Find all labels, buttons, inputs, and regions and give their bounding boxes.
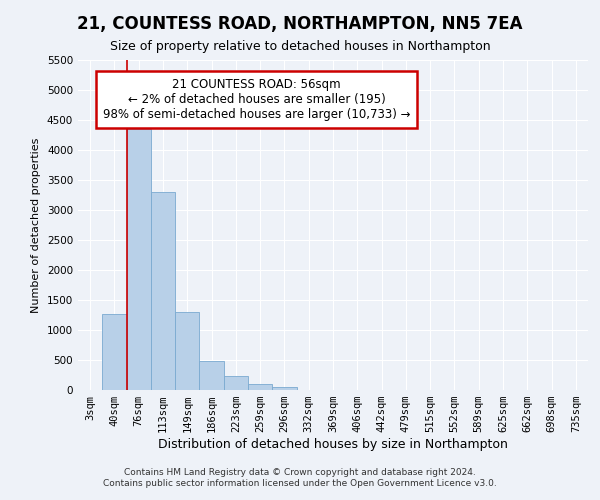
Text: 21 COUNTESS ROAD: 56sqm
← 2% of detached houses are smaller (195)
98% of semi-de: 21 COUNTESS ROAD: 56sqm ← 2% of detached…: [103, 78, 410, 121]
Bar: [151, 192, 175, 390]
Bar: [175, 312, 199, 390]
Bar: [272, 387, 296, 390]
Bar: [199, 361, 224, 390]
Text: Contains HM Land Registry data © Crown copyright and database right 2024.
Contai: Contains HM Land Registry data © Crown c…: [103, 468, 497, 487]
Bar: [127, 129, 151, 390]
Bar: [248, 384, 272, 390]
X-axis label: Distribution of detached houses by size in Northampton: Distribution of detached houses by size …: [158, 438, 508, 451]
Bar: [224, 376, 248, 390]
Y-axis label: Number of detached properties: Number of detached properties: [31, 138, 41, 312]
Text: Size of property relative to detached houses in Northampton: Size of property relative to detached ho…: [110, 40, 490, 53]
Bar: [102, 314, 127, 390]
Text: 21, COUNTESS ROAD, NORTHAMPTON, NN5 7EA: 21, COUNTESS ROAD, NORTHAMPTON, NN5 7EA: [77, 15, 523, 33]
